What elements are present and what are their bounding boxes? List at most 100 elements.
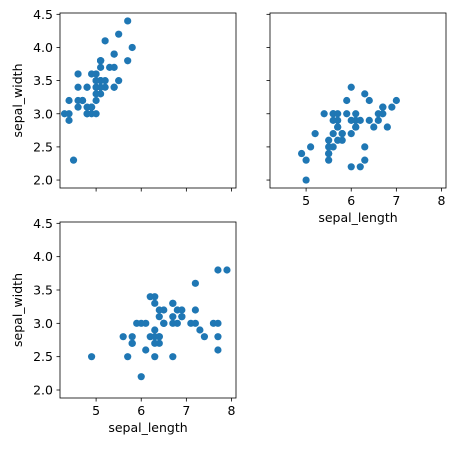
scatter-point: [356, 116, 364, 124]
scatter-point: [307, 143, 315, 151]
scatter-point: [325, 136, 333, 144]
scatter-point: [65, 116, 73, 124]
scatter-point: [347, 116, 355, 124]
scatter-point: [151, 333, 159, 341]
scatter-point: [392, 96, 400, 105]
scatter-point: [169, 353, 177, 361]
scatter-point: [361, 90, 369, 98]
x-tick-label: 7: [392, 193, 400, 208]
axes-frame: [59, 12, 237, 189]
scatter-point: [74, 96, 82, 105]
y-tick-label: 2.5: [33, 139, 53, 154]
x-tick-label: 8: [228, 403, 236, 418]
scatter-point: [297, 149, 306, 158]
scatter-point: [379, 110, 387, 118]
x-tick-label: 5: [302, 193, 310, 208]
scatter-point: [365, 116, 373, 124]
y-tick-label: 4.0: [33, 249, 53, 264]
scatter-point: [97, 57, 105, 65]
x-tick-label: 6: [137, 403, 145, 418]
scatter-point: [356, 163, 364, 171]
scatter-point: [115, 77, 123, 85]
scatter-point: [142, 346, 150, 354]
scatter-point: [361, 156, 369, 164]
scatter-point: [146, 293, 154, 301]
scatter-points: [297, 83, 400, 184]
scatter-panel-top-right: 5 6 7 8 sepal_length: [266, 12, 447, 225]
scatter-point: [137, 373, 145, 381]
scatter-point: [83, 83, 91, 91]
scatter-point: [151, 326, 159, 334]
scatter-points: [60, 17, 136, 164]
scatter-point: [115, 30, 123, 38]
scatter-point: [151, 339, 159, 347]
scatter-point: [87, 353, 96, 361]
scatter-point: [370, 123, 378, 131]
x-tick-label: 7: [182, 403, 190, 418]
y-tick-label: 4.0: [33, 40, 53, 55]
scatter-point: [347, 83, 355, 91]
scatter-point: [69, 156, 78, 164]
scatter-point: [173, 306, 181, 314]
scatter-point: [302, 176, 310, 184]
scatter-point: [169, 313, 177, 321]
scatter-point: [214, 319, 222, 327]
scatter-point: [334, 110, 342, 118]
y-tick-label: 3.5: [33, 73, 53, 88]
scatter-point: [347, 163, 355, 171]
scatter-point: [92, 110, 100, 118]
y-axis-label: sepal_width: [10, 273, 25, 347]
scatter-point: [119, 333, 127, 341]
scatter-point: [83, 110, 91, 118]
scatter-point: [352, 123, 360, 131]
scatter-point: [325, 156, 333, 164]
y-tick-label: 3.5: [33, 283, 53, 298]
scatter-point: [92, 90, 100, 98]
scatter-point: [214, 333, 222, 341]
scatter-point: [347, 130, 355, 138]
scatter-point: [124, 353, 132, 361]
scatter-point: [325, 149, 333, 158]
scatter-point: [365, 96, 373, 105]
scatter-point: [343, 96, 351, 105]
scatter-point: [334, 116, 342, 124]
scatter-point: [169, 319, 177, 327]
scatter-point: [97, 83, 105, 91]
scatter-point: [338, 130, 346, 138]
scatter-point: [151, 353, 159, 361]
scatter-point: [320, 110, 328, 118]
scatter-point: [65, 96, 73, 105]
scatter-point: [214, 346, 222, 354]
y-tick-label: 4.5: [33, 7, 53, 22]
scatter-point: [133, 319, 141, 327]
y-tick-label: 2.5: [33, 349, 53, 364]
scatter-point: [329, 130, 337, 138]
scatter-point: [169, 299, 177, 307]
scatter-point: [200, 333, 209, 341]
scatter-point: [110, 83, 118, 91]
scatter-point: [191, 319, 199, 327]
scatter-point: [374, 116, 382, 124]
scatter-point: [178, 313, 186, 321]
axes-frame: [269, 12, 447, 189]
scatter-point: [379, 103, 387, 111]
scatter-points: [87, 266, 231, 381]
x-tick-label: 6: [347, 193, 355, 208]
scatter-point: [74, 103, 82, 111]
y-tick-label: 3.0: [33, 106, 53, 121]
scatter-point: [74, 70, 82, 78]
scatter-point: [151, 299, 159, 307]
scatter-point: [92, 96, 100, 105]
scatter-panel-top-left: 2.0 2.5 3.0 3.5 4.0 4.5 sepal_width: [10, 7, 237, 192]
x-tick-label: 8: [438, 193, 446, 208]
y-tick-label: 4.5: [33, 216, 53, 231]
scatter-panel-bottom-left: 5 6 7 8 2.0 2.5 3.0 3.5 4.0 4.5 sepal_length sepal_…: [10, 216, 237, 435]
scatter-point: [352, 110, 360, 118]
scatter-point: [92, 77, 100, 85]
scatter-point: [361, 143, 369, 151]
y-tick-label: 3.0: [33, 316, 53, 331]
x-axis-label: sepal_length: [108, 420, 187, 435]
scatter-point: [383, 123, 391, 131]
scatter-point: [191, 306, 199, 314]
